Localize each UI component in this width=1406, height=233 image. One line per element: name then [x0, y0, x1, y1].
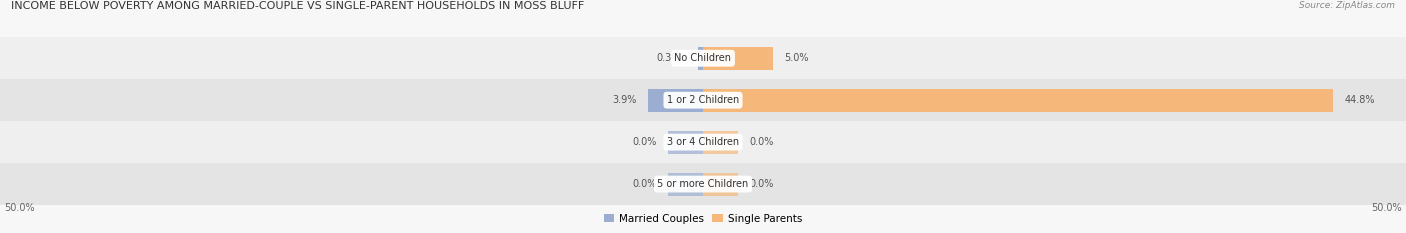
Text: 0.0%: 0.0%: [633, 137, 657, 147]
Bar: [703, 47, 773, 70]
Bar: [703, 89, 1333, 112]
Text: 5.0%: 5.0%: [785, 53, 808, 63]
Text: 0.0%: 0.0%: [633, 179, 657, 189]
Text: 0.0%: 0.0%: [749, 137, 773, 147]
Text: INCOME BELOW POVERTY AMONG MARRIED-COUPLE VS SINGLE-PARENT HOUSEHOLDS IN MOSS BL: INCOME BELOW POVERTY AMONG MARRIED-COUPL…: [11, 1, 585, 11]
Text: 1 or 2 Children: 1 or 2 Children: [666, 95, 740, 105]
Text: 50.0%: 50.0%: [1371, 203, 1402, 213]
Bar: [703, 172, 738, 196]
Text: 0.0%: 0.0%: [749, 179, 773, 189]
Bar: [0, 163, 1406, 205]
Text: 3 or 4 Children: 3 or 4 Children: [666, 137, 740, 147]
Text: 44.8%: 44.8%: [1344, 95, 1375, 105]
Text: Source: ZipAtlas.com: Source: ZipAtlas.com: [1299, 1, 1395, 10]
Legend: Married Couples, Single Parents: Married Couples, Single Parents: [599, 209, 807, 228]
Text: 0.38%: 0.38%: [657, 53, 686, 63]
Bar: [648, 89, 703, 112]
Bar: [703, 131, 738, 154]
Text: 5 or more Children: 5 or more Children: [658, 179, 748, 189]
Bar: [0, 37, 1406, 79]
Text: 3.9%: 3.9%: [613, 95, 637, 105]
Bar: [668, 131, 703, 154]
Bar: [697, 47, 703, 70]
Bar: [0, 121, 1406, 163]
Text: No Children: No Children: [675, 53, 731, 63]
Bar: [668, 172, 703, 196]
Bar: [0, 79, 1406, 121]
Text: 50.0%: 50.0%: [4, 203, 35, 213]
